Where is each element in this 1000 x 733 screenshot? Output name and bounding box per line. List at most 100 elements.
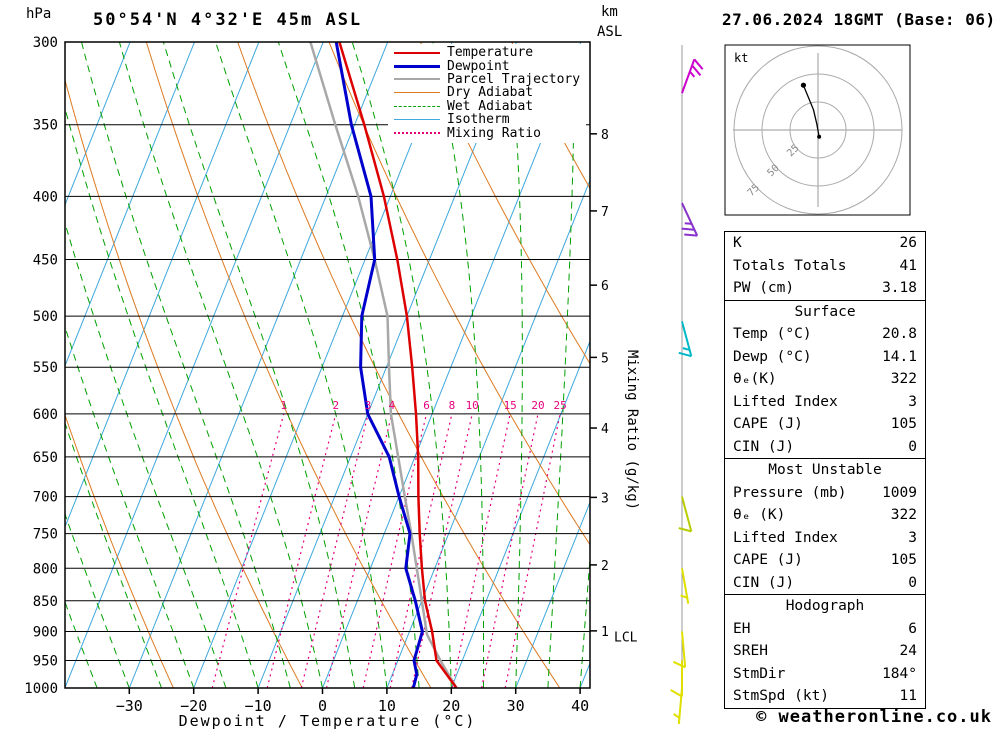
stat-label: CIN (J) [733,438,795,455]
km-tick-label: 5 [601,351,609,366]
stats-row: EH 6 [725,618,925,641]
isotherm-line [257,42,517,688]
dry-adiabat-line [419,42,590,365]
stats-row: CAPE (J) 105 [725,549,925,572]
wet-adiabat-line [118,42,323,688]
legend-line-sample-icon [394,119,440,121]
mixing-ratio-labels: 1 2 3 4 6 8 10 15 20 25 [280,399,566,412]
stats-table-header: Surface [794,303,856,320]
mixing-ratio-value: 10 [466,399,479,412]
stats-table: Surface Temp (°C) 20.8 Dewp (°C) 14.1 θₑ(K) 32… [724,299,926,459]
stat-value: 0 [908,438,917,455]
legend-item: Wet Adiabat [394,100,580,113]
isotherm-line [128,42,389,688]
stat-label: θₑ (K) [733,507,786,523]
hodograph-unit-label: kt [734,51,748,65]
pressure-tick-label: 850 [33,594,58,610]
legend-line-sample-icon [394,51,440,54]
legend-label: Mixing Ratio [447,125,541,141]
legend-label: Temperature [447,45,534,61]
temperature-curve [338,42,458,688]
stat-value: 20.8 [882,326,917,342]
temperature-tick-label: −30 [116,697,143,715]
stats-row: θₑ (K) 322 [725,504,925,527]
stat-label: CIN (J) [733,574,795,591]
isotherm-line [65,42,260,529]
stats-table-header: Most Unstable [768,462,882,478]
pressure-tick-label: 700 [33,490,58,506]
stat-value: 3.18 [882,280,917,296]
stats-row: StmDir 184° [725,663,925,686]
mixing-ratio-line [481,413,539,688]
wind-barb-icon [678,321,693,358]
stat-label: CAPE (J) [733,416,803,432]
wind-barb-icon [673,687,683,724]
stats-table-header: Hodograph [785,598,865,614]
isotherm-line [515,500,590,688]
pressure-tick-label: 550 [33,360,58,376]
pressure-tick-label: 400 [33,189,58,205]
km-tick-label: 4 [601,422,609,437]
pressure-tick-label: 500 [33,309,58,325]
pressure-tick-label: 800 [33,561,58,577]
pressure-tick-label: 300 [33,35,58,51]
stats-row: Lifted Index 3 [725,391,925,414]
stat-label: StmSpd (kt) [733,688,830,704]
legend-line-sample-icon [394,105,440,107]
pressure-tick-label: 750 [33,527,58,543]
wet-adiabat-line [65,421,162,688]
mixing-ratio-line [300,413,369,688]
copyright-link[interactable]: © weatheronline.co.uk [756,707,992,727]
stat-label: Lifted Index [733,393,838,410]
mixing-ratio-line [325,413,393,688]
legend-label: Isotherm [447,112,510,128]
mixing-ratio-line [266,413,337,688]
mixing-ratio-value: 25 [553,399,566,412]
legend-line-sample-icon [394,132,440,135]
wind-barb-icon [678,496,693,533]
stats-row: SREH 24 [725,640,925,663]
stats-table: K 26 Totals Totals 41 PW (cm) 3.18 [724,231,926,301]
mixing-ratio-line [451,413,511,688]
stat-label: StmDir [733,665,786,682]
x-axis-label: Dewpoint / Temperature (°C) [178,712,477,730]
legend-item: Mixing Ratio [394,125,580,141]
mixing-ratio-value: 1 [280,399,287,412]
wet-adiabat-line [65,106,259,688]
pressure-tick-label: 1000 [24,681,58,697]
isotherm-line [0,42,1,688]
stat-value: 184° [882,665,917,682]
legend-item: Dewpoint [394,58,580,74]
isotherm-line [386,178,590,688]
mixing-ratio-axis-label: Mixing Ratio (g/kg) [624,350,640,510]
temperature-axis: −30 −20 −10 0 10 20 30 40 [116,688,589,715]
pressure-tick-label: 900 [33,625,58,641]
legend-label: Dewpoint [447,58,510,74]
temperature-tick-label: 10 [378,697,396,715]
stats-row: Temp (°C) 20.8 [725,323,925,346]
hodograph-ring [761,73,875,187]
plot-border [64,41,591,689]
stat-value: 41 [899,257,917,274]
stat-label: θₑ(K) [733,371,777,387]
wind-barb-icon [681,202,699,237]
isotherm-line [65,42,324,688]
km-tick-label: 8 [601,128,609,143]
mixing-ratio-value: 4 [388,399,395,412]
dry-adiabat-line [65,413,174,688]
temperature-tick-label: −10 [245,697,272,715]
parcel-trajectory-curve [309,42,458,688]
lcl-label: LCL [614,630,638,645]
pressure-axis-unit: hPa [26,6,52,22]
mixing-ratio-line [411,413,473,688]
stat-value: 26 [899,235,917,251]
mixing-ratio-value: 2 [332,399,339,412]
mixing-ratio-value: 3 [365,399,372,412]
stat-value: 105 [890,552,917,568]
stat-value: 6 [908,620,917,637]
km-tick-label: 1 [601,625,609,640]
km-tick-label: 7 [601,205,609,220]
stats-row: StmSpd (kt) 11 [725,685,925,708]
